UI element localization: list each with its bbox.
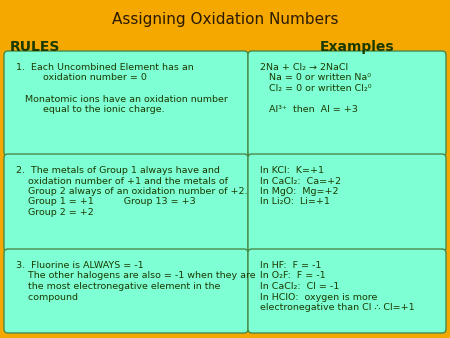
Text: 1.  Each Uncombined Element has an: 1. Each Uncombined Element has an [16, 63, 194, 72]
Text: In MgO:  Mg=+2: In MgO: Mg=+2 [260, 187, 338, 196]
Text: oxidation number of +1 and the metals of: oxidation number of +1 and the metals of [16, 176, 228, 186]
FancyBboxPatch shape [4, 154, 248, 252]
Text: In HClO:  oxygen is more: In HClO: oxygen is more [260, 292, 378, 301]
Text: 2.  The metals of Group 1 always have and: 2. The metals of Group 1 always have and [16, 166, 220, 175]
FancyBboxPatch shape [4, 51, 248, 156]
Text: Al³⁺  then  Al = +3: Al³⁺ then Al = +3 [260, 105, 358, 114]
Text: 2Na + Cl₂ → 2NaCl: 2Na + Cl₂ → 2NaCl [260, 63, 348, 72]
Text: Group 1 = +1          Group 13 = +3: Group 1 = +1 Group 13 = +3 [16, 197, 196, 207]
Text: The other halogens are also = -1 when they are: The other halogens are also = -1 when th… [16, 271, 256, 281]
Text: Group 2 = +2: Group 2 = +2 [16, 208, 94, 217]
Text: In KCl:  K=+1: In KCl: K=+1 [260, 166, 324, 175]
FancyBboxPatch shape [4, 249, 248, 333]
Text: Assigning Oxidation Numbers: Assigning Oxidation Numbers [112, 12, 338, 27]
Text: In HF:  F = -1: In HF: F = -1 [260, 261, 321, 270]
FancyBboxPatch shape [248, 249, 446, 333]
FancyBboxPatch shape [248, 154, 446, 252]
Text: In Li₂O:  Li=+1: In Li₂O: Li=+1 [260, 197, 330, 207]
Text: RULES: RULES [10, 40, 60, 54]
Text: 3.  Fluorine is ALWAYS = -1: 3. Fluorine is ALWAYS = -1 [16, 261, 144, 270]
Text: Na = 0 or written Na⁰: Na = 0 or written Na⁰ [260, 73, 371, 82]
Text: Group 2 always of an oxidation number of +2.: Group 2 always of an oxidation number of… [16, 187, 248, 196]
Text: oxidation number = 0: oxidation number = 0 [16, 73, 147, 82]
Text: compound: compound [16, 292, 78, 301]
Text: Cl₂ = 0 or written Cl₂⁰: Cl₂ = 0 or written Cl₂⁰ [260, 84, 372, 93]
Text: In O₂F:  F = -1: In O₂F: F = -1 [260, 271, 326, 281]
Text: the most electronegative element in the: the most electronegative element in the [16, 282, 220, 291]
Text: In CaCl₂:  Ca=+2: In CaCl₂: Ca=+2 [260, 176, 341, 186]
Text: equal to the ionic charge.: equal to the ionic charge. [16, 105, 165, 114]
Text: Examples: Examples [320, 40, 395, 54]
Text: In CaCl₂:  Cl = -1: In CaCl₂: Cl = -1 [260, 282, 339, 291]
Text: Monatomic ions have an oxidation number: Monatomic ions have an oxidation number [16, 95, 228, 103]
FancyBboxPatch shape [248, 51, 446, 156]
Text: electronegative than Cl ∴ Cl=+1: electronegative than Cl ∴ Cl=+1 [260, 303, 414, 312]
